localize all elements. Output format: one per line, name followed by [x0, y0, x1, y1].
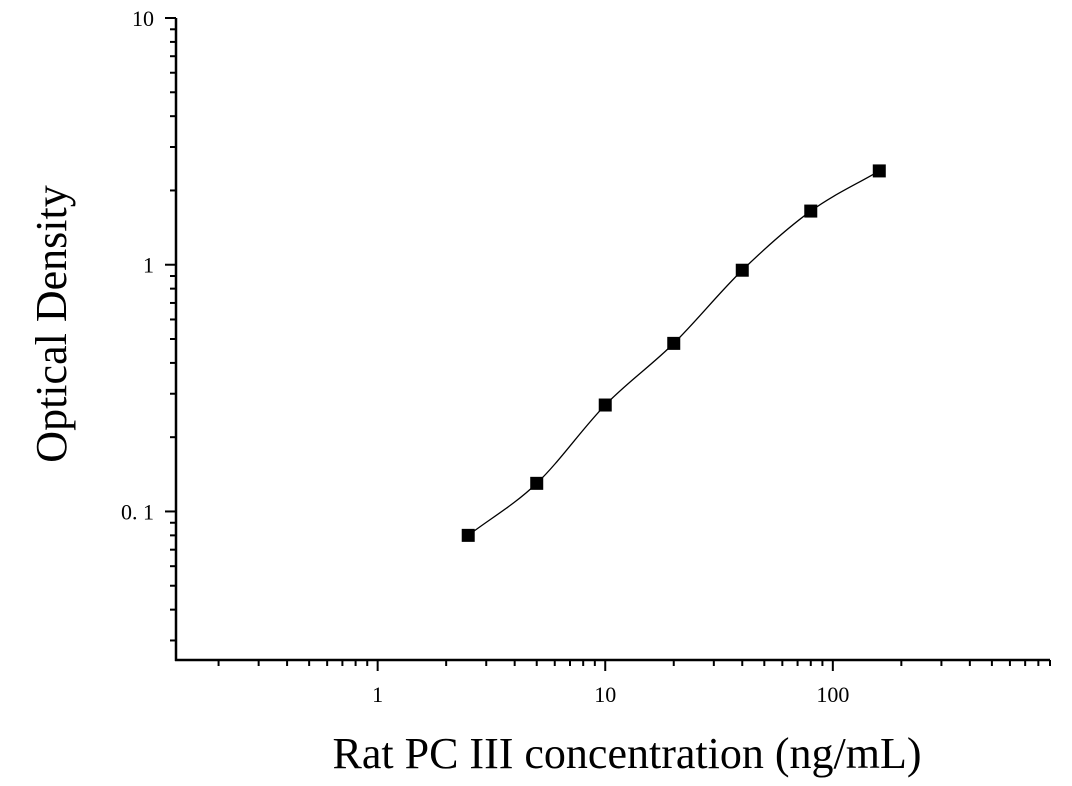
- x-tick-label: 100: [816, 682, 849, 707]
- data-point: [804, 204, 818, 218]
- y-tick-label: 1: [143, 253, 154, 278]
- x-tick-label: 10: [594, 682, 616, 707]
- x-axis-label: Rat PC III concentration (ng/mL): [333, 729, 922, 778]
- data-point: [530, 476, 544, 490]
- data-point: [872, 164, 886, 178]
- fit-curve-layer: [467, 170, 880, 536]
- data-point: [461, 528, 475, 542]
- y-tick-label: 0. 1: [121, 499, 154, 524]
- y-tick-label: 10: [132, 6, 154, 31]
- y-axis-label: Optical Density: [27, 185, 76, 462]
- fit-curve: [467, 170, 880, 536]
- data-points-layer: [461, 164, 886, 542]
- data-point: [598, 398, 612, 412]
- x-tick-label: 1: [372, 682, 383, 707]
- axes: 1 10 100 0. 1 1 10: [121, 6, 1051, 707]
- data-point: [735, 263, 749, 277]
- data-point: [667, 336, 681, 350]
